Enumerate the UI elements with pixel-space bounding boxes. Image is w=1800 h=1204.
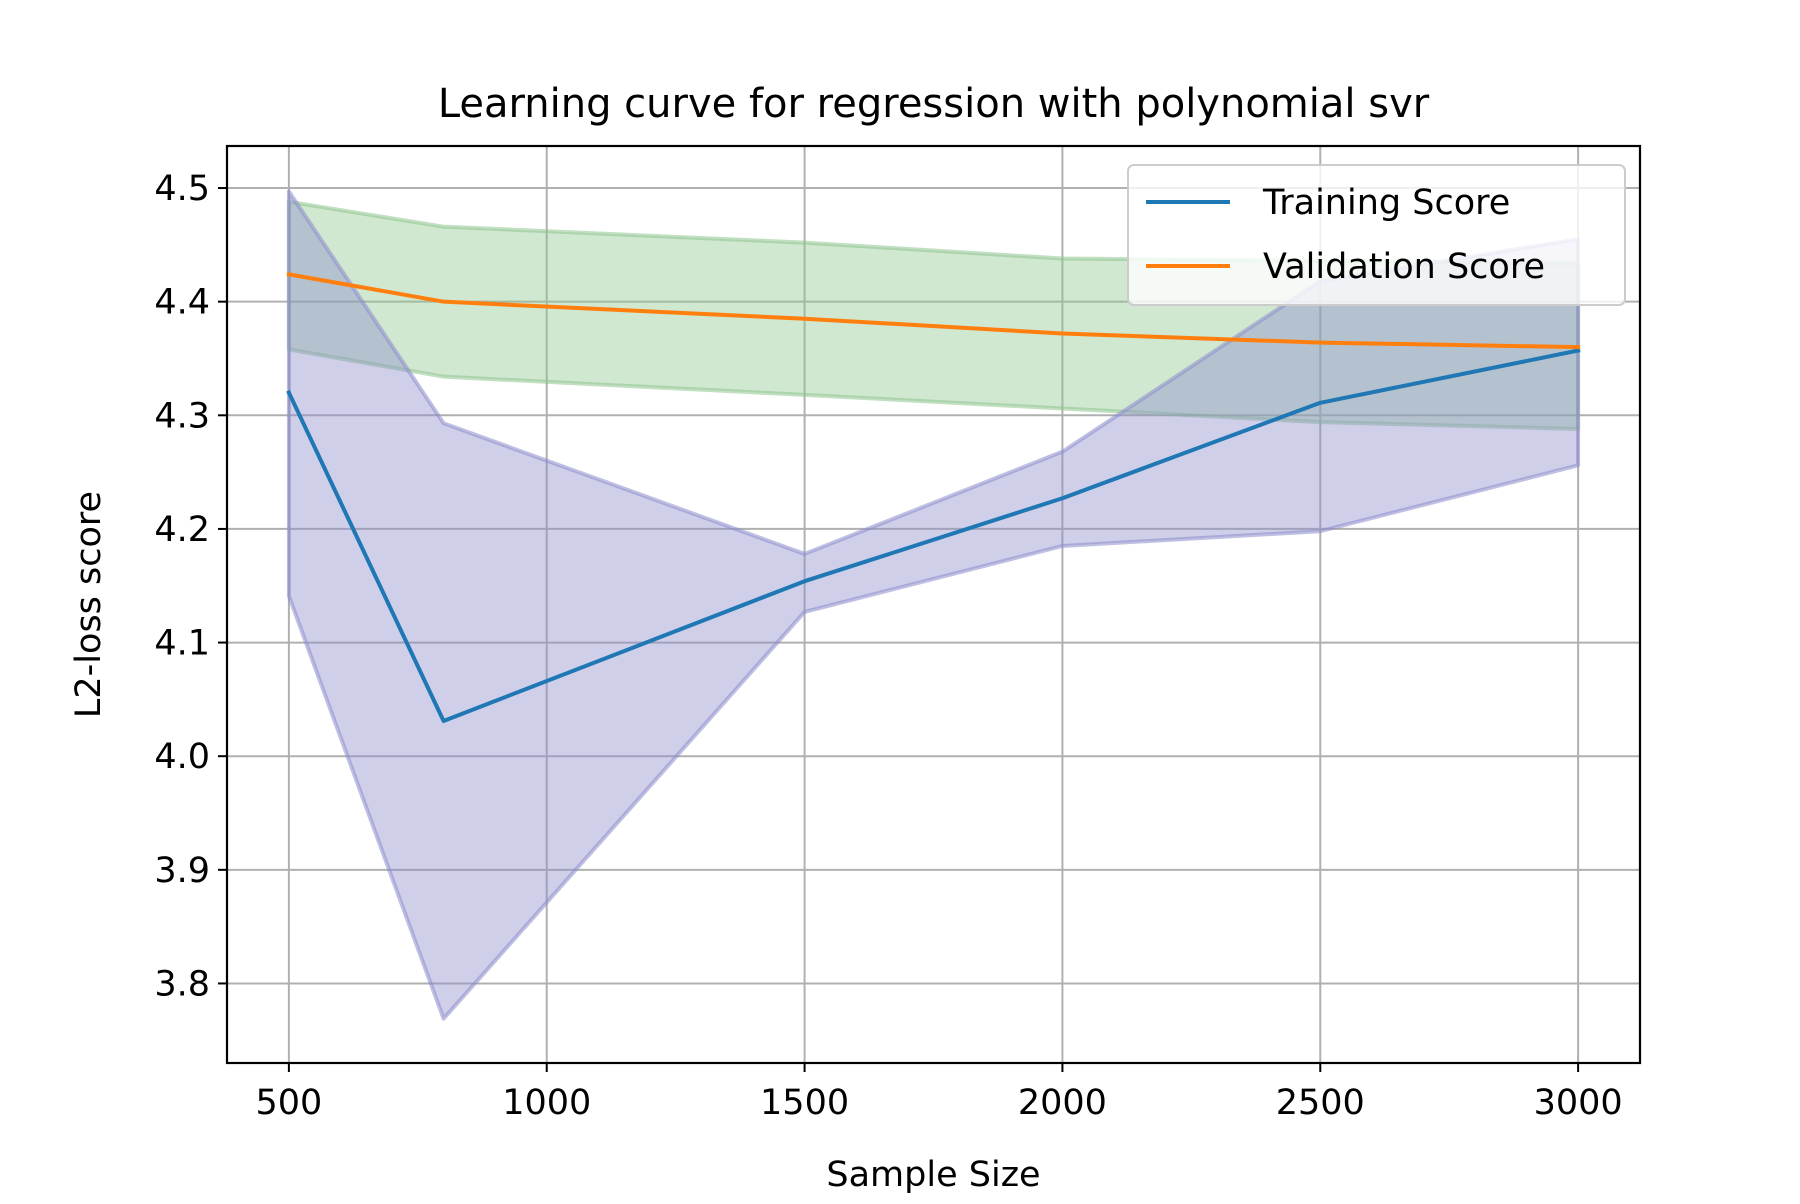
y-tick-label: 3.9 — [154, 851, 210, 891]
legend-label: Validation Score — [1263, 247, 1545, 287]
chart-title: Learning curve for regression with polyn… — [438, 81, 1430, 127]
x-tick-label: 500 — [255, 1083, 322, 1123]
legend: Training Score Validation Score — [1127, 164, 1626, 306]
line-layer — [286, 272, 1581, 723]
band-layer — [286, 189, 1581, 1021]
y-tick-label: 4.5 — [154, 169, 210, 209]
plot-frame — [225, 144, 1642, 1065]
y-tick-label: 4.3 — [154, 396, 210, 436]
legend-label: Training Score — [1262, 183, 1510, 223]
y-tick-label: 4.1 — [154, 624, 210, 664]
x-tick-label: 1000 — [502, 1083, 591, 1123]
series-line — [286, 348, 1581, 723]
x-tick-label: 2500 — [1276, 1083, 1365, 1123]
legend-box — [1127, 164, 1626, 306]
confidence-band — [286, 189, 1581, 1021]
y-axis-label: L2-loss score — [69, 491, 109, 718]
y-tick-label: 4.0 — [154, 737, 210, 777]
x-axis-label: Sample Size — [826, 1155, 1040, 1195]
x-tick-label: 1500 — [760, 1083, 849, 1123]
x-tick-label: 3000 — [1534, 1083, 1623, 1123]
y-tick-label: 3.8 — [154, 964, 210, 1004]
series-line — [286, 272, 1581, 350]
y-tick-label: 4.2 — [154, 510, 210, 550]
y-tick-label: 4.4 — [154, 283, 210, 323]
tick-layer: 500 1000 1500 2000 2500 3000 3.8 3.9 4.0 4.1 4.2 4.… — [154, 169, 1622, 1123]
x-tick-label: 2000 — [1018, 1083, 1107, 1123]
